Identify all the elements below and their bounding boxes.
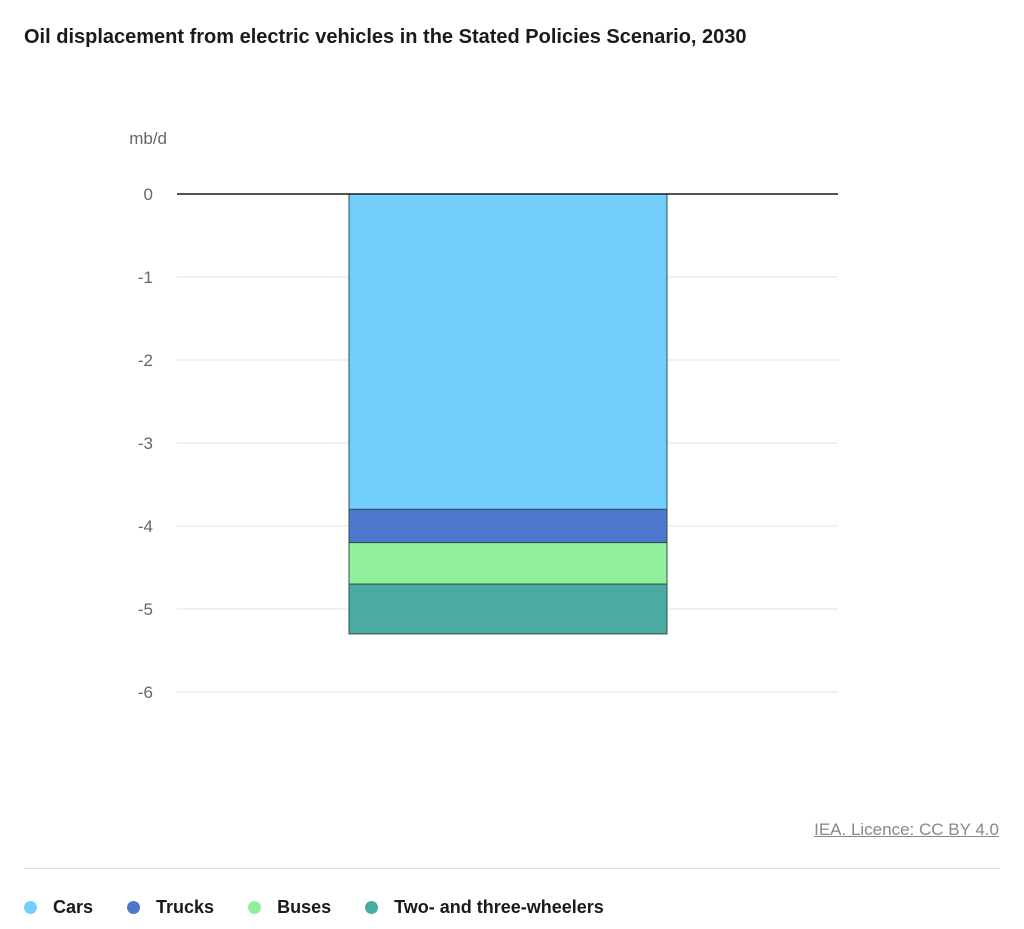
y-tick-label: -1 [138,268,153,287]
y-tick-label: -3 [138,434,153,453]
y-axis-label: mb/d [129,129,167,148]
legend-label: Two- and three-wheelers [394,897,604,917]
legend-swatch [248,901,262,914]
legend-item-cars[interactable]: Cars [24,897,93,918]
chart-title: Oil displacement from electric vehicles … [24,26,747,48]
legend-item-buses[interactable]: Buses [248,897,331,918]
legend-divider [24,868,1000,869]
y-tick-label: -6 [138,683,153,702]
chart-area: mb/d 0 -1 -2 -3 -4 -5 -6 [129,129,838,702]
y-tick-label: 0 [144,185,153,204]
bar-cars[interactable] [348,193,668,510]
y-tick-label: -2 [138,351,153,370]
legend-item-trucks[interactable]: Trucks [127,897,214,918]
legend-swatch [127,901,141,914]
y-tick-labels: 0 -1 -2 -3 -4 -5 -6 [138,185,153,702]
legend-label: Trucks [156,897,215,917]
legend-label: Cars [53,897,94,917]
bar-two-and-three-wheelers[interactable] [348,583,668,635]
chart-legend: Cars Trucks Buses Two- and three-wheelers [24,897,638,918]
bar-segments [348,193,668,635]
legend-swatch [24,901,37,914]
y-tick-label: -4 [138,517,153,536]
source-licence-link[interactable]: IEA. Licence: CC BY 4.0 [814,820,999,839]
legend-swatch [365,901,379,914]
bar-trucks[interactable] [348,508,668,544]
y-tick-label: -5 [138,600,153,619]
legend-label: Buses [277,897,332,917]
bar-buses[interactable] [348,542,668,585]
legend-item-two-and-three-wheelers[interactable]: Two- and three-wheelers [365,897,604,918]
